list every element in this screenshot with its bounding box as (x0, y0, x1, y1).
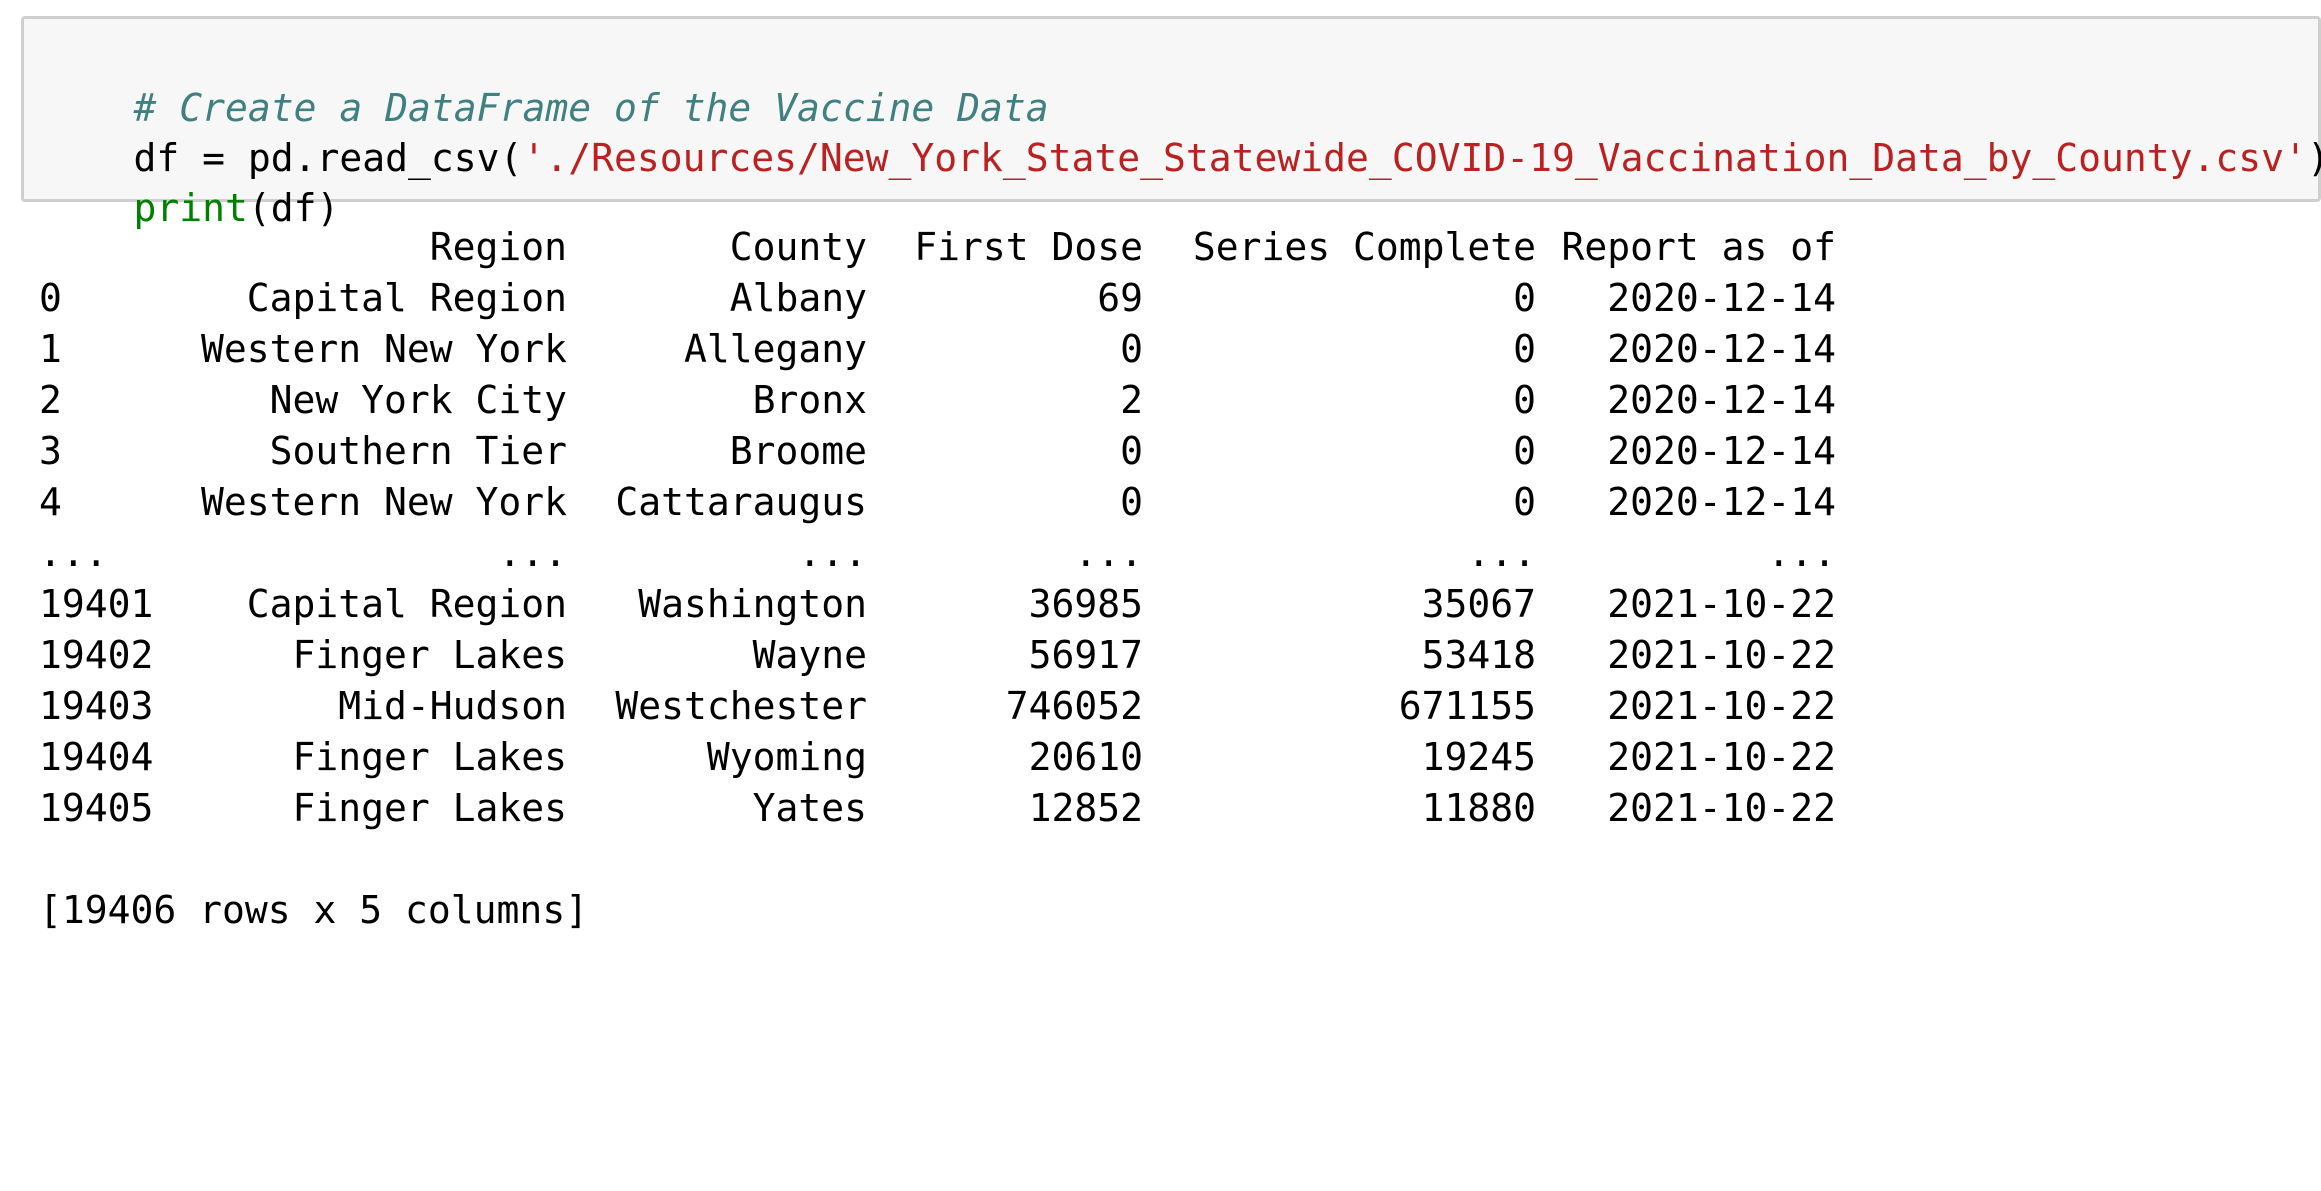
row-index: 4 (39, 480, 62, 524)
output-row: 1 Western New York Allegany 0 0 2020-12-… (39, 324, 1879, 375)
row-report-date: 2021-10-22 (1607, 633, 1836, 677)
output-row: 19403 Mid-Hudson Westchester 746052 6711… (39, 681, 1879, 732)
output-row-ellipsis: ... ... ... ... ... ... (39, 528, 1879, 579)
row-county: Broome (729, 429, 867, 473)
row-county: ... (798, 531, 867, 575)
row-index: 0 (39, 276, 62, 320)
row-region: Western New York (200, 480, 567, 524)
row-index: 19405 (39, 786, 154, 830)
cell-output: Region County First Dose Series Complete… (39, 222, 1879, 834)
row-series-complete: 53418 (1421, 633, 1536, 677)
row-county: Washington (638, 582, 867, 626)
row-index: 19403 (39, 684, 154, 728)
row-first-dose: 0 (1120, 429, 1143, 473)
row-first-dose: 2 (1120, 378, 1143, 422)
code-read-csv-suffix: ) (2307, 136, 2321, 180)
row-index: 1 (39, 327, 62, 371)
row-region: Western New York (200, 327, 567, 371)
row-county: Allegany (683, 327, 867, 371)
row-region: Capital Region (246, 582, 567, 626)
row-county: Wayne (752, 633, 867, 677)
row-report-date: 2020-12-14 (1607, 480, 1836, 524)
header-county: County (729, 225, 867, 269)
output-row: 0 Capital Region Albany 69 0 2020-12-14 (39, 273, 1879, 324)
row-series-complete: 19245 (1421, 735, 1536, 779)
row-county: Westchester (615, 684, 867, 728)
row-county: Wyoming (706, 735, 867, 779)
row-county: Albany (729, 276, 867, 320)
row-report-date: 2021-10-22 (1607, 582, 1836, 626)
row-report-date: 2020-12-14 (1607, 429, 1836, 473)
row-report-date: ... (1767, 531, 1836, 575)
output-row: 19404 Finger Lakes Wyoming 20610 19245 2… (39, 732, 1879, 783)
row-region: Capital Region (246, 276, 567, 320)
header-report-date: Report as of (1561, 225, 1836, 269)
row-series-complete: 671155 (1398, 684, 1536, 728)
row-series-complete: 0 (1513, 429, 1536, 473)
row-index: 19404 (39, 735, 154, 779)
row-report-date: 2020-12-14 (1607, 378, 1836, 422)
code-read-csv-prefix: df = pd.read_csv( (133, 136, 523, 180)
header-region: Region (429, 225, 567, 269)
row-index: 2 (39, 378, 62, 422)
row-region: Finger Lakes (292, 735, 567, 779)
row-series-complete: 35067 (1421, 582, 1536, 626)
row-series-complete: ... (1467, 531, 1536, 575)
row-series-complete: 0 (1513, 276, 1536, 320)
row-region: Finger Lakes (292, 633, 567, 677)
code-line-comment: # Create a DataFrame of the Vaccine Data (42, 33, 1049, 183)
row-county: Yates (752, 786, 867, 830)
row-first-dose: 746052 (1005, 684, 1143, 728)
code-print-args: (df) (247, 186, 340, 230)
code-line-print: print(df) (42, 133, 340, 283)
row-county: Cattaraugus (615, 480, 867, 524)
row-region: ... (498, 531, 567, 575)
row-region: Finger Lakes (292, 786, 567, 830)
row-first-dose: 12852 (1028, 786, 1143, 830)
output-row: 19401 Capital Region Washington 36985 35… (39, 579, 1879, 630)
code-csv-path-string: './Resources/New_York_State_Statewide_CO… (522, 136, 2307, 180)
row-series-complete: 0 (1513, 378, 1536, 422)
row-index: 19401 (39, 582, 154, 626)
row-first-dose: 20610 (1028, 735, 1143, 779)
row-series-complete: 11880 (1421, 786, 1536, 830)
output-row: 3 Southern Tier Broome 0 0 2020-12-14 (39, 426, 1879, 477)
row-report-date: 2021-10-22 (1607, 735, 1836, 779)
row-first-dose: ... (1074, 531, 1143, 575)
row-first-dose: 56917 (1028, 633, 1143, 677)
output-row: 4 Western New York Cattaraugus 0 0 2020-… (39, 477, 1879, 528)
code-comment: # Create a DataFrame of the Vaccine Data (133, 86, 1049, 130)
row-series-complete: 0 (1513, 480, 1536, 524)
header-series-complete: Series Complete (1192, 225, 1536, 269)
row-county: Bronx (752, 378, 867, 422)
row-first-dose: 0 (1120, 480, 1143, 524)
dataframe-shape-summary: [19406 rows x 5 columns] (39, 888, 589, 932)
output-row: 19405 Finger Lakes Yates 12852 11880 202… (39, 783, 1879, 834)
row-region: New York City (269, 378, 567, 422)
output-row: 2 New York City Bronx 2 0 2020-12-14 (39, 375, 1879, 426)
row-region: Southern Tier (269, 429, 567, 473)
code-cell-input[interactable]: # Create a DataFrame of the Vaccine Data… (21, 16, 2321, 230)
code-line-read-csv: df = pd.read_csv('./Resources/New_York_S… (42, 83, 2321, 233)
row-report-date: 2020-12-14 (1607, 276, 1836, 320)
row-report-date: 2020-12-14 (1607, 327, 1836, 371)
row-index: ... (39, 531, 108, 575)
row-series-complete: 0 (1513, 327, 1536, 371)
row-index: 3 (39, 429, 62, 473)
row-index: 19402 (39, 633, 154, 677)
output-row: 19402 Finger Lakes Wayne 56917 53418 202… (39, 630, 1879, 681)
output-header-row: Region County First Dose Series Complete… (39, 222, 1879, 273)
row-first-dose: 0 (1120, 327, 1143, 371)
row-report-date: 2021-10-22 (1607, 684, 1836, 728)
code-print-builtin: print (133, 186, 248, 230)
row-first-dose: 36985 (1028, 582, 1143, 626)
header-first-dose: First Dose (914, 225, 1143, 269)
row-report-date: 2021-10-22 (1607, 786, 1836, 830)
row-first-dose: 69 (1097, 276, 1143, 320)
row-region: Mid-Hudson (338, 684, 567, 728)
